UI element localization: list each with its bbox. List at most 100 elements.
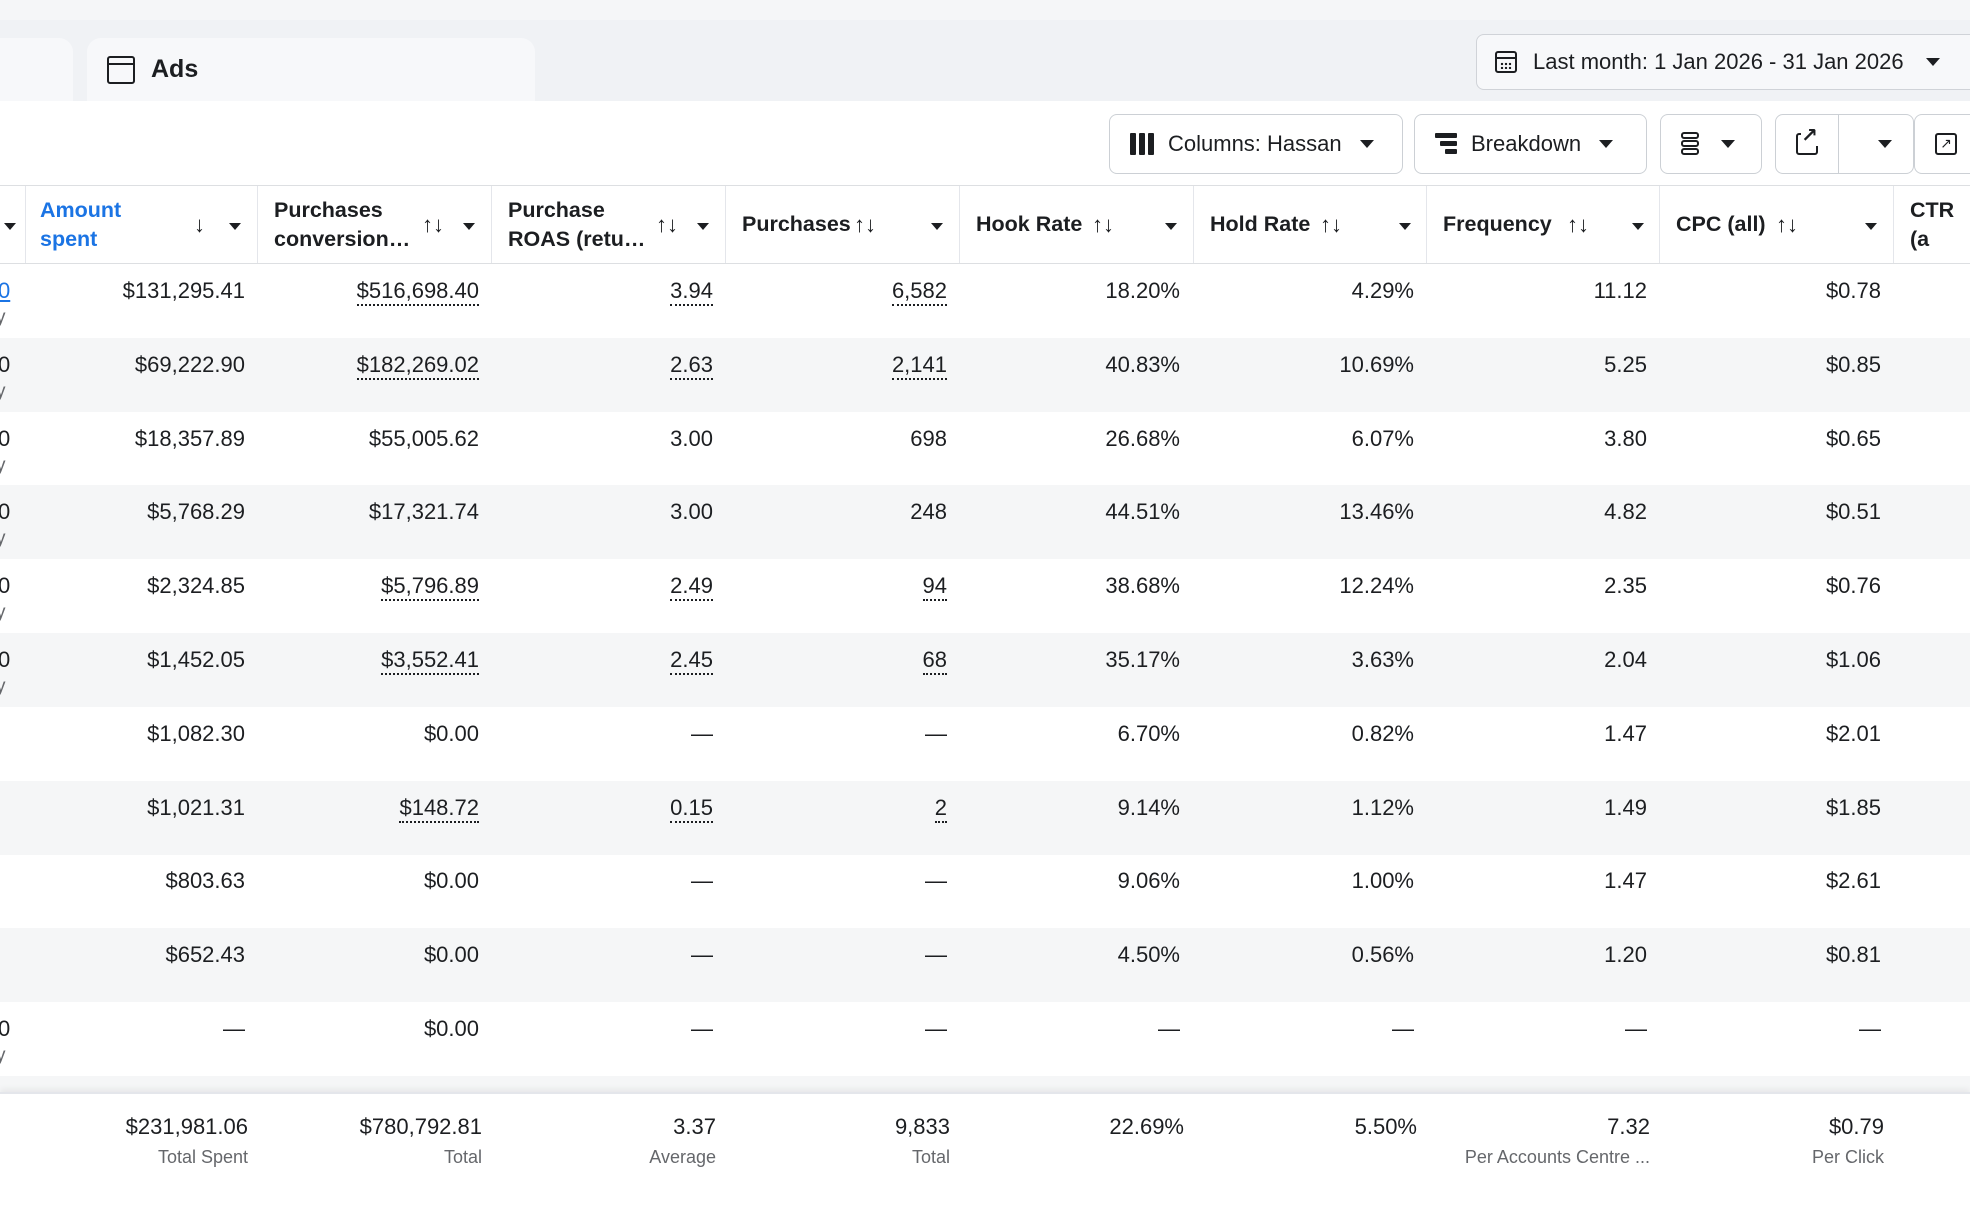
cell-roas[interactable]: 3.94 <box>670 278 713 306</box>
sort-icon[interactable]: ↑↓ <box>1776 212 1798 237</box>
cell-value: — <box>925 720 947 746</box>
cell-frequency: — <box>1625 1016 1647 1042</box>
sort-icon[interactable]: ↑↓ <box>656 212 678 237</box>
cell-value: 1.47 <box>1604 720 1647 746</box>
cell-value: 2,141 <box>891 351 947 380</box>
cell-value: 2.45 <box>670 647 713 675</box>
cell-value: 4.29% <box>1351 278 1414 303</box>
cell-purchases: — <box>925 1016 947 1042</box>
table-row[interactable]: $803.63 $0.00 — — 9.06% 1.00% 1.47 $2.61 <box>0 854 1970 928</box>
tab-previous[interactable] <box>0 38 73 101</box>
cell-conversion-value[interactable]: $3,552.41 <box>381 647 479 675</box>
cell-purchases[interactable]: 2 <box>934 794 947 823</box>
chevron-down-icon[interactable] <box>1399 223 1411 230</box>
cell-purchases[interactable]: 68 <box>922 647 947 675</box>
cell-roas[interactable]: 2.49 <box>670 573 713 602</box>
table-row[interactable]: $1,021.31 $148.72 0.15 2 9.14% 1.12% 1.49 $1.85 <box>0 780 1970 855</box>
cell-conversion-value[interactable]: $516,698.40 <box>356 278 479 306</box>
chevron-down-icon[interactable] <box>463 223 475 230</box>
column-header-purchase-roas[interactable]: Purchase ROAS (retu… ↑↓ <box>492 186 726 263</box>
sort-icon[interactable]: ↑↓ <box>1567 212 1589 237</box>
cell-cpc: $0.81 <box>1826 942 1881 968</box>
sort-down-icon[interactable]: ↓ <box>194 212 205 237</box>
sort-icon[interactable]: ↑↓ <box>854 212 876 237</box>
cell-conversion-value[interactable]: $148.72 <box>399 794 479 823</box>
table-row[interactable]: 0 y $1,452.05 $3,552.41 2.45 68 35.17% 3.63% 2.0… <box>0 633 1970 707</box>
calendar-icon <box>1495 51 1517 73</box>
row-name-subtext: y <box>0 380 6 402</box>
cell-roas[interactable]: 2.45 <box>670 647 713 675</box>
row-name-cell: 0 <box>0 351 11 377</box>
cell-hold-rate: 0.82% <box>1352 721 1414 747</box>
row-name-subtext: y <box>0 307 6 328</box>
sort-icon[interactable]: ↑↓ <box>1320 212 1342 237</box>
cell-value: 2.63 <box>670 351 713 380</box>
cell-value: 10.69% <box>1339 351 1414 377</box>
column-header-conversion-value[interactable]: Purchases conversion… ↑↓ <box>258 186 492 263</box>
cell-cpc: — <box>1859 1016 1881 1042</box>
breakdown-button[interactable]: Breakdown <box>1414 114 1647 174</box>
columns-label: Columns: Hassan <box>1168 131 1342 156</box>
sort-icon[interactable]: ↑↓ <box>1092 212 1114 237</box>
export-button[interactable] <box>1776 115 1839 173</box>
cell-value: 5.25 <box>1604 351 1647 377</box>
cell-value: 9.06% <box>1117 868 1180 894</box>
cell-conversion-value: $0.00 <box>424 868 479 894</box>
table-row[interactable]: 0 y $18,357.89 $55,005.62 3.00 698 26.68% 6.07%… <box>0 412 1970 486</box>
row-name-cell: 0 <box>0 425 11 451</box>
cell-hook-rate: 9.14% <box>1118 795 1180 821</box>
chevron-down-icon[interactable] <box>1865 223 1877 230</box>
cell-conversion-value[interactable]: $182,269.02 <box>356 351 479 380</box>
cell-amount-spent: — <box>223 1016 245 1042</box>
table-row[interactable]: $652.43 $0.00 — — 4.50% 0.56% 1.20 $0.81 <box>0 928 1970 1003</box>
cell-frequency: 4.82 <box>1604 499 1647 525</box>
cell-hook-rate: 35.17% <box>1105 647 1180 673</box>
date-range-button[interactable]: Last month: 1 Jan 2026 - 31 Jan 2026 <box>1476 34 1970 90</box>
table-row[interactable]: 0 y $69,222.90 $182,269.02 2.63 2,141 40.83% 10… <box>0 337 1970 412</box>
cell-hold-rate: — <box>1392 1016 1414 1042</box>
cell-purchases[interactable]: 2,141 <box>891 351 947 380</box>
chevron-down-icon[interactable] <box>931 223 943 230</box>
table-row[interactable]: 0 y — $0.00 — — — — — — <box>0 1002 1970 1076</box>
chevron-down-icon[interactable] <box>1632 223 1644 230</box>
export-options-button[interactable] <box>1839 140 1913 148</box>
cell-purchases[interactable]: 94 <box>922 573 947 602</box>
cell-roas[interactable]: 2.63 <box>670 351 713 380</box>
column-header-purchases[interactable]: Purchases ↑↓ <box>726 186 960 263</box>
column-header-ctr-all[interactable]: CTR (a <box>1894 186 1970 263</box>
cell-roas[interactable]: 0.15 <box>670 794 713 823</box>
row-name-cell: 0 <box>0 1016 11 1041</box>
reports-button[interactable] <box>1660 114 1762 174</box>
cell-value: 12.24% <box>1339 573 1414 599</box>
table-row[interactable]: 0 y $2,324.85 $5,796.89 2.49 94 38.68% 12.24% 2.… <box>0 559 1970 633</box>
cell-frequency: 1.47 <box>1604 721 1647 747</box>
cell-value: $1.06 <box>1825 647 1881 672</box>
column-header-truncated[interactable] <box>0 186 26 263</box>
table-row[interactable]: 0 y $5,768.29 $17,321.74 3.00 248 44.51% 13.46%… <box>0 485 1970 560</box>
cell-conversion-value[interactable]: $5,796.89 <box>381 573 479 602</box>
cell-conversion-value: $0.00 <box>424 942 479 968</box>
cell-value: 2 <box>934 794 947 823</box>
row-name-cell[interactable]: 0 <box>0 278 11 303</box>
cell-value: $5,768.29 <box>147 499 245 525</box>
cell-purchases[interactable]: 6,582 <box>891 278 947 306</box>
chevron-down-icon[interactable] <box>229 223 241 230</box>
cell-value: $5,796.89 <box>381 573 479 602</box>
columns-button[interactable]: Columns: Hassan <box>1109 114 1403 174</box>
column-header-hold-rate[interactable]: Hold Rate ↑↓ <box>1194 186 1427 263</box>
column-header-frequency[interactable]: Frequency ↑↓ <box>1427 186 1660 263</box>
column-header-hook-rate[interactable]: Hook Rate ↑↓ <box>960 186 1194 263</box>
charts-button[interactable]: ↗ <box>1914 114 1970 174</box>
cell-purchases: — <box>925 942 947 968</box>
column-header-cpc-all[interactable]: CPC (all) ↑↓ <box>1660 186 1894 263</box>
sort-icon[interactable]: ↑↓ <box>422 212 444 237</box>
cell-amount-spent: $131,295.41 <box>123 278 245 304</box>
table-row[interactable]: $1,082.30 $0.00 — — 6.70% 0.82% 1.47 $2.01 <box>0 707 1970 781</box>
column-header-amount-spent[interactable]: Amount spent ↓ <box>24 186 258 263</box>
table-row[interactable]: 0 y $131,295.41 $516,698.40 3.94 6,582 18.20% 4… <box>0 264 1970 338</box>
tab-ads[interactable]: Ads <box>87 38 535 101</box>
row-name-cell: 0 <box>0 647 11 672</box>
chevron-down-icon[interactable] <box>1165 223 1177 230</box>
chevron-down-icon[interactable] <box>697 223 709 230</box>
cell-value: 40.83% <box>1105 351 1180 377</box>
